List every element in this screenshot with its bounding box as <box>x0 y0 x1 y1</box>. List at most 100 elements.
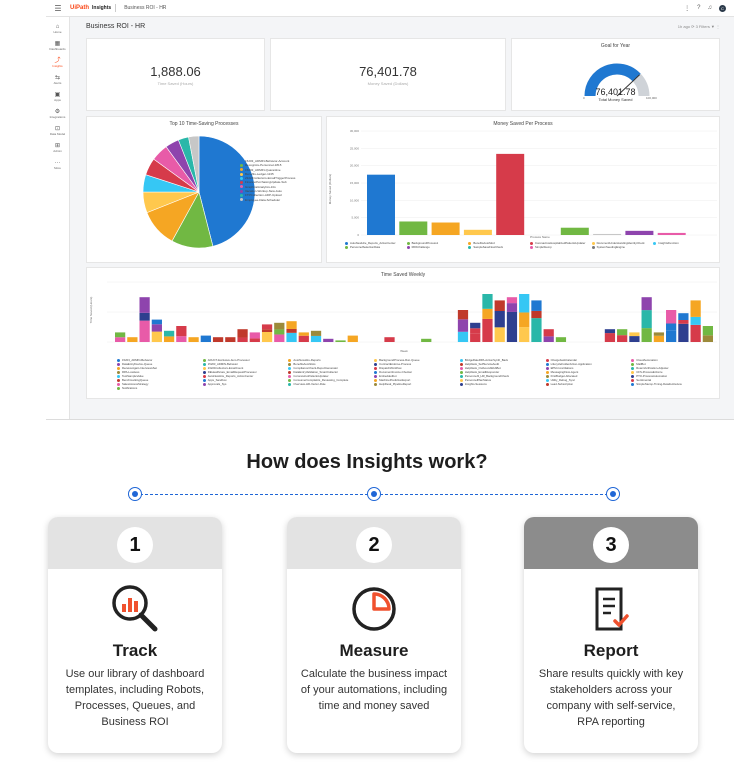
weekly-bar-segment[interactable] <box>519 294 530 313</box>
kpi-card-time-saved[interactable]: 1,888.06 Time Saved (Hours) <box>86 38 265 111</box>
legend-item[interactable]: ADUCT-Exclusive-Item-Processor <box>202 358 289 362</box>
weekly-bar-segment[interactable] <box>482 318 493 342</box>
nav-item-more[interactable]: ··· More <box>46 157 69 172</box>
legend-item[interactable]: Recognize-Personnel-1815 <box>240 163 320 167</box>
weekly-bar-segment[interactable] <box>494 310 505 328</box>
weekly-bar-segment[interactable] <box>115 332 126 338</box>
breadcrumb[interactable]: Business ROI - HR <box>124 5 167 11</box>
legend-item[interactable]: RPA-Lossless <box>117 370 203 374</box>
legend-item[interactable]: CloudAutomation <box>631 358 717 362</box>
weekly-bar-segment[interactable] <box>470 322 481 329</box>
weekly-bar-segment[interactable] <box>421 338 432 342</box>
weekly-bar-segment[interactable] <box>519 327 530 342</box>
money-bar[interactable] <box>560 227 589 235</box>
money-bar[interactable] <box>657 232 686 235</box>
kebab-icon[interactable]: ⋮ <box>684 5 691 12</box>
legend-item[interactable]: HelpDesk_EmailResponder <box>459 370 546 374</box>
legend-item[interactable]: SimpleStemp <box>530 245 592 249</box>
weekly-bar-segment[interactable] <box>261 329 273 332</box>
legend-item[interactable]: FinancePurchasingUpdate-Sub <box>240 180 320 184</box>
weekly-bar-segment[interactable] <box>225 337 236 342</box>
legend-item[interactable]: 23224Collectors-EmailTriggerProcess <box>240 176 320 180</box>
weekly-bar-segment[interactable] <box>531 310 542 319</box>
weekly-bar-segment[interactable] <box>151 324 162 332</box>
legend-item[interactable]: Approvals_Sys <box>202 382 289 386</box>
weekly-bar-segment[interactable] <box>176 336 187 342</box>
weekly-bar-segment[interactable] <box>261 324 273 330</box>
weekly-bar-segment[interactable] <box>286 332 297 342</box>
money-bar[interactable] <box>625 230 654 235</box>
money-bar[interactable] <box>399 221 428 235</box>
weekly-bar-segment[interactable] <box>151 319 162 325</box>
money-bar[interactable] <box>593 233 622 235</box>
money-bar[interactable] <box>431 222 460 235</box>
weekly-bar-segment[interactable] <box>531 318 542 342</box>
legend-item[interactable]: ReceiveAgain-InterviewsSet <box>117 366 203 370</box>
weekly-bar-segment[interactable] <box>641 310 652 329</box>
legend-item[interactable]: 15203_ADMIN-Behavior <box>202 362 289 366</box>
weekly-bar-segment[interactable] <box>531 300 542 311</box>
weekly-bar-segment[interactable] <box>286 328 297 333</box>
weekly-bar-segment[interactable] <box>470 328 481 334</box>
weekly-bar-segment[interactable] <box>494 327 505 342</box>
weekly-bar-segment[interactable] <box>310 330 322 336</box>
weekly-bar-segment[interactable] <box>641 297 652 311</box>
weekly-bar-segment[interactable] <box>335 340 346 342</box>
legend-item[interactable]: SimpleStemp-Timing-Details-Review <box>631 382 717 386</box>
legend-item[interactable]: Insights-Sessions <box>459 382 546 386</box>
legend-item[interactable]: HelpDesk_SelfServiceAudit <box>459 362 546 366</box>
weekly-bar-segment[interactable] <box>653 332 665 336</box>
legend-item[interactable]: Notifications <box>117 386 203 390</box>
legend-item[interactable]: BackgroundProcess1 <box>406 241 469 245</box>
legend-item[interactable]: SalesAccessStrategy <box>117 382 203 386</box>
pie-slice[interactable] <box>188 135 200 193</box>
legend-item[interactable]: ContractEndorse-Process <box>374 362 460 366</box>
legend-item[interactable]: HelpDesk_PipelineReport <box>374 382 460 386</box>
weekly-bar-segment[interactable] <box>176 326 187 337</box>
weekly-bar-segment[interactable] <box>506 303 518 312</box>
weekly-bar-segment[interactable] <box>457 310 469 320</box>
legend-item[interactable]: Sentimental <box>631 378 717 382</box>
weekly-bar-segment[interactable] <box>323 338 334 342</box>
legend-item[interactable]: Personnel3_HR_BackgroundCheck <box>459 374 546 378</box>
money-bar[interactable] <box>367 174 395 235</box>
weekly-bar-segment[interactable] <box>298 332 309 336</box>
weekly-bar-segment[interactable] <box>617 335 628 342</box>
legend-item[interactable]: CFS-ProcessEnforce <box>631 370 717 374</box>
weekly-bar-segment[interactable] <box>457 331 469 342</box>
weekly-bar-segment[interactable] <box>666 323 677 331</box>
weekly-bar-segment[interactable] <box>702 326 713 336</box>
weekly-bar-segment[interactable] <box>641 328 652 342</box>
legend-item[interactable]: 15203_ADMIN-Behavior-Account <box>240 159 320 163</box>
legend-item[interactable]: TestSampleValue <box>117 374 203 378</box>
weekly-bar-segment[interactable] <box>678 319 689 324</box>
weekly-bar-segment[interactable] <box>212 337 224 342</box>
weekly-bar-segment[interactable] <box>690 316 701 325</box>
weekly-bar-segment[interactable] <box>457 319 469 332</box>
legend-item[interactable]: MessagingFlow-Agent <box>545 370 632 374</box>
weekly-chart-card[interactable]: Time Saved Weekly Time Saved (Hours) Wee… <box>86 267 720 399</box>
nav-item-admin[interactable]: ⊞ Admin <box>46 140 69 155</box>
legend-item[interactable]: 23224Collectors-EmailCount <box>202 366 289 370</box>
legend-item[interactable]: MailBot <box>631 362 717 366</box>
weekly-bar-segment[interactable] <box>470 333 481 342</box>
weekly-bar-segment[interactable] <box>482 308 493 319</box>
legend-item[interactable]: FirstBudget-Allocated <box>545 374 632 378</box>
weekly-bar-segment[interactable] <box>690 300 701 317</box>
nav-item-home[interactable]: ⌂ Home <box>46 21 69 36</box>
legend-item[interactable]: HelpDesk_OutboundWebBot <box>459 366 546 370</box>
weekly-bar-segment[interactable] <box>200 335 211 342</box>
legend-item[interactable]: MachinePredictionExport <box>374 378 460 382</box>
legend-item[interactable]: Apps_Sandbox <box>202 378 289 382</box>
weekly-bar-segment[interactable] <box>555 337 567 342</box>
legend-item[interactable]: BenefitsAutoSlots <box>288 362 374 366</box>
legend-item[interactable]: Benefits-Ledger-1135 <box>240 172 320 176</box>
legend-item[interactable]: DocumentUnderstandingIdentityCheck <box>591 241 654 245</box>
weekly-bar-segment[interactable] <box>604 329 616 334</box>
legend-item[interactable]: DocumentInvoice-Checker <box>374 370 460 374</box>
page-toolbar[interactable]: 1h ago ⟳ 3 Filters ▼ ⋮ <box>677 24 720 29</box>
nav-item-data-model[interactable]: ⊡ Data Model <box>46 123 69 138</box>
help-icon[interactable]: ? <box>697 5 701 11</box>
legend-item[interactable]: Utility_Debug_Sync <box>545 378 632 382</box>
legend-item[interactable]: ChargebackCalendar <box>545 358 632 362</box>
